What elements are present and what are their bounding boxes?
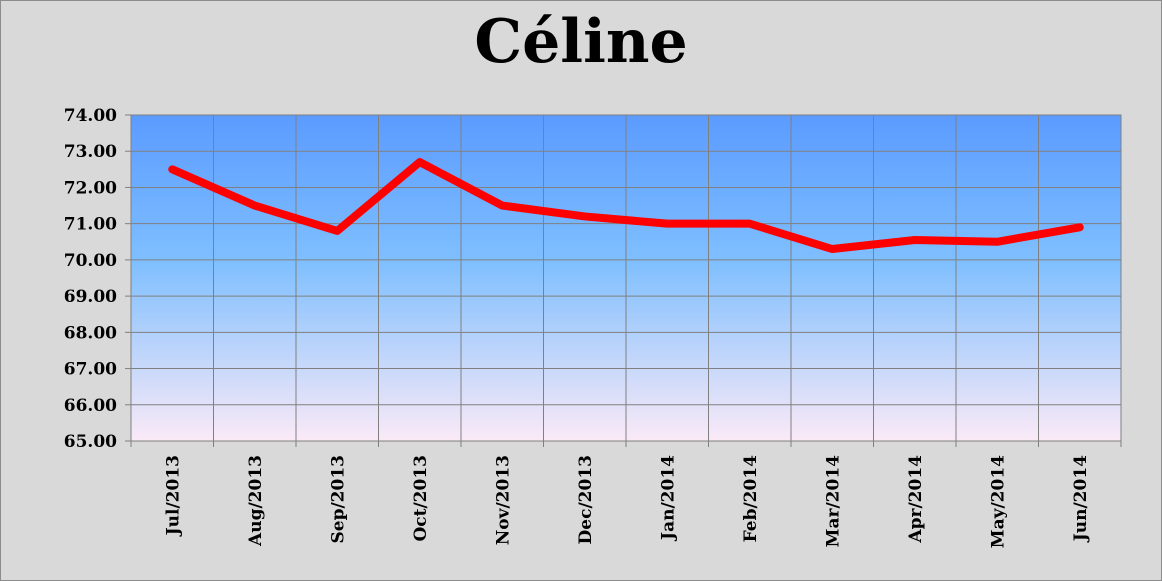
data-point [336,229,339,232]
x-tick-label: Jan/2014 [658,455,678,542]
x-tick-label: Mar/2014 [823,455,843,547]
y-tick-label: 72.00 [64,178,117,198]
x-tick-label: Apr/2014 [906,455,926,544]
plot-border [130,114,1122,442]
data-point [913,238,916,241]
data-point [171,168,174,171]
data-point [996,240,999,243]
x-tick-label: Feb/2014 [741,455,761,543]
y-tick-label: 68.00 [64,323,117,343]
data-point [831,248,834,251]
data-point [748,222,751,225]
data-point [418,161,421,164]
x-tick-label: Nov/2013 [493,455,513,545]
data-point [583,215,586,218]
series-line [168,158,1084,254]
x-tick-label: Jul/2013 [163,455,183,537]
x-tick-label: May/2014 [988,455,1008,548]
x-tick-label: Dec/2013 [576,455,596,544]
data-point [253,204,256,207]
x-tick-label: Jun/2014 [1071,455,1091,543]
y-tick-label: 74.00 [64,106,117,126]
data-point [666,222,669,225]
y-tick-label: 66.00 [64,396,117,416]
y-tick-label: 67.00 [64,360,117,380]
data-point [1078,226,1081,229]
x-tick-label: Oct/2013 [411,455,431,542]
x-tick-label: Aug/2013 [246,455,266,547]
y-tick-label: 65.00 [64,432,117,452]
y-tick-label: 71.00 [64,215,117,235]
chart-title: Céline [474,7,688,77]
data-point [501,204,504,207]
y-tick-label: 70.00 [64,251,117,271]
x-tick-label: Sep/2013 [328,455,348,544]
y-tick-label: 73.00 [64,142,117,162]
y-tick-label: 69.00 [64,287,117,307]
